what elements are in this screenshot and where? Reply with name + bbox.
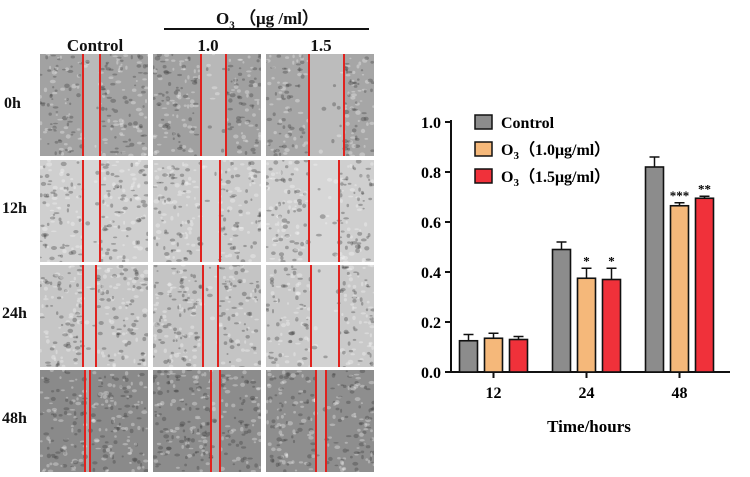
- y-tick-label-5: 1.0: [421, 115, 441, 132]
- micrograph-48h-1: [153, 370, 261, 472]
- row-label-12h: 12h: [2, 200, 27, 217]
- micrograph-12h-0: [40, 160, 148, 262]
- wound-edge-left: [308, 54, 311, 156]
- wound-edge-left: [82, 160, 85, 262]
- row-label-0h: 0h: [4, 95, 21, 112]
- y-tick-label-2: 0.4: [421, 265, 441, 282]
- wound-edge-right: [342, 54, 345, 156]
- micrograph-12h-2: [266, 160, 374, 262]
- bar-2-48: [694, 197, 715, 373]
- chart-legend: Control O3（1.0μg/ml） O3（1.5μg/ml）: [474, 114, 610, 189]
- wound-edge-right: [216, 265, 219, 367]
- wound-edge-left: [199, 160, 202, 262]
- wound-edge-right: [218, 370, 221, 472]
- bar-1-48: [669, 204, 690, 373]
- wound-edge-left: [82, 54, 85, 156]
- row-label-48h: 48h: [2, 410, 27, 427]
- wound-edge-left: [314, 370, 317, 472]
- wound-edge-right: [88, 370, 91, 472]
- micrograph-24h-1: [153, 265, 261, 367]
- significance-1-48: ***: [670, 188, 690, 203]
- y-tick-label-3: 0.6: [421, 215, 441, 232]
- micrograph-0h-0: [40, 54, 148, 156]
- wound-edge-right: [95, 265, 98, 367]
- significance-2-48: **: [698, 181, 711, 196]
- significance-2-24: *: [608, 253, 615, 268]
- legend-label-1: O3（1.0μg/ml）: [501, 141, 610, 162]
- wound-edge-right: [225, 54, 228, 156]
- group-header-unit: （μg /ml）: [238, 9, 319, 28]
- x-tick-label-1: 24: [579, 385, 595, 402]
- legend-swatch-2: [474, 168, 493, 184]
- column-label-control: Control: [66, 36, 124, 55]
- y-tick-label-0: 0.0: [421, 365, 441, 382]
- wound-edge-left: [82, 265, 85, 367]
- wound-edge-left: [308, 160, 311, 262]
- wound-edge-left: [210, 370, 213, 472]
- group-header-subscript: 3: [229, 19, 235, 32]
- chart-bars: * **** **: [458, 156, 715, 373]
- column-label-1-0: 1.0: [197, 36, 219, 55]
- bar-1-24: [576, 277, 597, 373]
- column-label-1-5: 1.5: [310, 36, 332, 55]
- wound-edge-left: [199, 54, 202, 156]
- bar-1-12: [483, 337, 504, 373]
- wound-edge-right: [325, 370, 328, 472]
- bar-2-24: [601, 278, 622, 373]
- wound-edge-left: [310, 265, 313, 367]
- bar-2-12: [508, 338, 529, 373]
- micrograph-24h-0: [40, 265, 148, 367]
- row-label-24h: 24h: [2, 305, 27, 322]
- wound-edge-left: [201, 265, 204, 367]
- legend-swatch-0: [474, 114, 493, 130]
- micrograph-48h-2: [266, 370, 374, 472]
- wound-edge-right: [338, 160, 341, 262]
- y-tick-label-4: 0.8: [421, 165, 441, 182]
- bar-0-48: [644, 166, 665, 373]
- legend-swatch-1: [474, 141, 493, 157]
- wound-edge-right: [99, 160, 102, 262]
- legend-label-0: Control: [501, 115, 555, 132]
- group-header-bracket: [164, 28, 369, 30]
- migration-bar-chart: 0.00.20.40.60.81.012 24 48 * **** ** Control…: [421, 114, 730, 436]
- group-header: O3 （μg /ml）: [165, 4, 370, 31]
- legend-label-2: O3（1.5μg/ml）: [501, 168, 610, 189]
- wound-edge-right: [338, 265, 341, 367]
- micrograph-0h-2: [266, 54, 374, 156]
- group-header-prefix: O: [216, 9, 230, 28]
- wound-edge-left: [84, 370, 87, 472]
- micrograph-24h-2: [266, 265, 374, 367]
- x-axis-label: Time/hours: [547, 417, 631, 436]
- significance-1-24: *: [583, 253, 590, 268]
- x-tick-label-2: 48: [672, 385, 688, 402]
- y-tick-label-1: 0.2: [421, 315, 441, 332]
- micrograph-12h-1: [153, 160, 261, 262]
- wound-edge-right: [218, 160, 221, 262]
- x-tick-label-0: 12: [486, 385, 502, 402]
- bar-0-24: [551, 248, 572, 373]
- micrograph-0h-1: [153, 54, 261, 156]
- wound-edge-right: [99, 54, 102, 156]
- bar-0-12: [458, 339, 479, 373]
- micrograph-48h-0: [40, 370, 148, 472]
